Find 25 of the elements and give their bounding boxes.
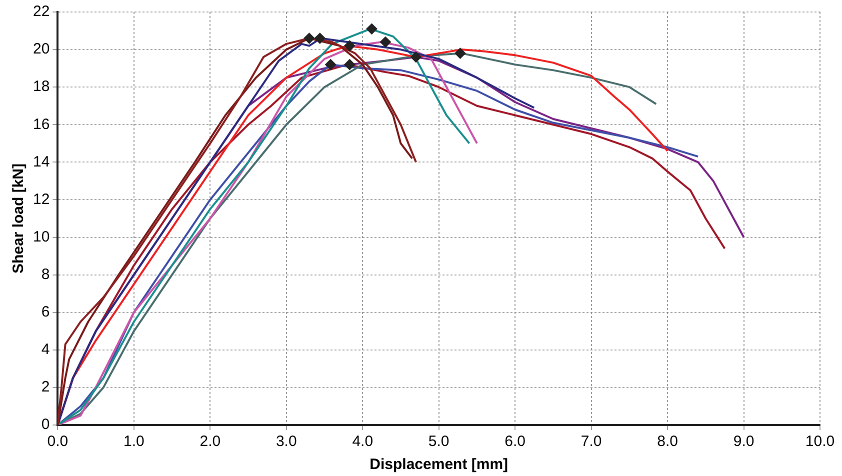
x-tick-label: 9.0 xyxy=(733,433,754,450)
y-tick-label: 12 xyxy=(32,190,50,208)
y-tick-label: 18 xyxy=(32,78,50,96)
y-tick-label: 8 xyxy=(41,266,50,283)
x-tick-label: 0.0 xyxy=(47,433,68,450)
y-tick-label: 14 xyxy=(32,153,50,170)
y-tick-label: 0 xyxy=(41,416,50,434)
y-tick-label: 20 xyxy=(32,40,50,58)
x-tick-label: 8.0 xyxy=(657,433,678,450)
y-tick-label: 16 xyxy=(32,116,50,133)
x-tick-label: 10.0 xyxy=(805,433,835,450)
x-tick-label: 1.0 xyxy=(123,433,144,450)
x-tick-label: 7.0 xyxy=(580,433,602,450)
y-axis-title: Shear load [kN] xyxy=(10,163,28,274)
y-tick-label: 10 xyxy=(32,228,50,246)
y-tick-label: 22 xyxy=(32,3,50,20)
x-tick-label: 6.0 xyxy=(504,433,526,450)
y-tick-label: 2 xyxy=(41,378,50,396)
x-tick-label: 2.0 xyxy=(200,433,221,450)
x-tick-label: 3.0 xyxy=(276,433,297,450)
x-tick-label: 5.0 xyxy=(428,433,450,450)
y-tick-label: 4 xyxy=(41,341,50,358)
x-tick-label: 4.0 xyxy=(352,433,374,450)
x-axis-title: Displacement [mm] xyxy=(370,456,508,474)
y-tick-label: 6 xyxy=(41,304,50,321)
